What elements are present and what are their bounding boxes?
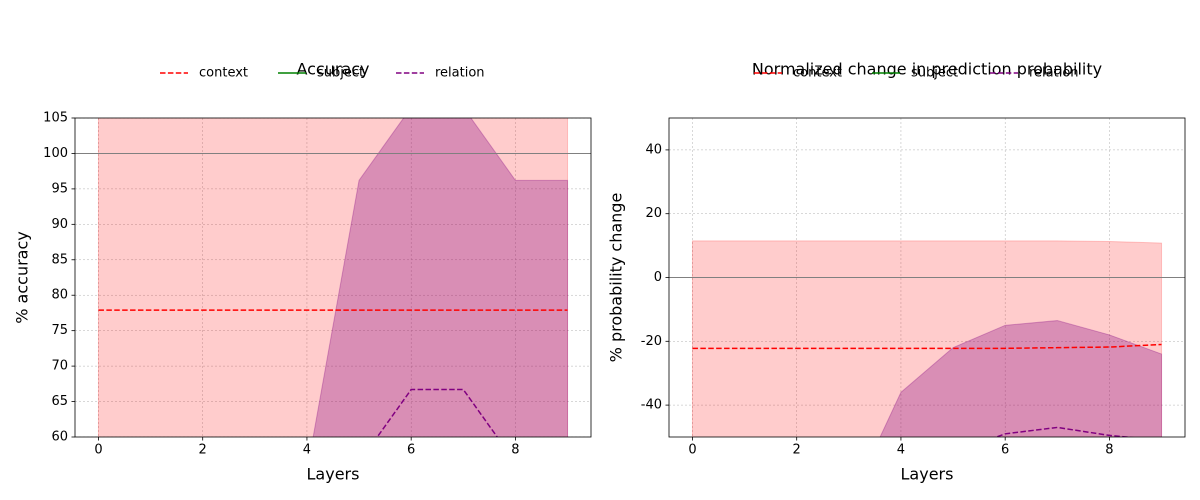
x-axis-label: Layers <box>307 465 360 484</box>
y-tick-label: -40 <box>641 398 662 413</box>
y-tick-label: 20 <box>645 206 662 221</box>
legend-label: relation <box>1029 66 1079 81</box>
x-tick-label: 8 <box>1105 443 1113 458</box>
legend-label: subject <box>317 66 364 81</box>
y-tick-label: 0 <box>654 270 662 285</box>
y-tick-label: 105 <box>43 111 68 126</box>
chart-title: Accuracy <box>296 60 369 79</box>
y-axis-label: % probability change <box>607 193 626 363</box>
series-line <box>692 343 1162 350</box>
series-line <box>994 426 1136 437</box>
x-tick-label: 4 <box>897 443 905 458</box>
legend-label: context <box>793 66 842 81</box>
legend-label: subject <box>911 66 958 81</box>
legend-label: context <box>199 66 248 81</box>
legend-label: relation <box>435 66 485 81</box>
x-tick-label: 0 <box>688 443 696 458</box>
x-tick-label: 6 <box>407 443 415 458</box>
y-axis-label: % accuracy <box>13 231 32 323</box>
y-tick-label: 60 <box>51 430 68 445</box>
band <box>691 240 1163 437</box>
band <box>97 118 569 437</box>
y-tick-label: 40 <box>645 142 662 157</box>
y-tick-label: 65 <box>51 394 68 409</box>
x-tick-label: 6 <box>1001 443 1009 458</box>
y-tick-label: 95 <box>51 181 68 196</box>
y-tick-label: 100 <box>43 146 68 161</box>
x-tick-label: 2 <box>793 443 801 458</box>
x-axis-label: Layers <box>901 465 954 484</box>
y-tick-label: 90 <box>51 217 68 232</box>
x-tick-label: 0 <box>94 443 102 458</box>
plot-area <box>75 118 591 437</box>
y-tick-label: -20 <box>641 334 662 349</box>
x-tick-label: 4 <box>303 443 311 458</box>
series-line <box>376 388 499 437</box>
y-tick-label: 70 <box>51 359 68 374</box>
y-tick-label: 75 <box>51 323 68 338</box>
x-tick-label: 2 <box>199 443 207 458</box>
band <box>879 320 1163 437</box>
plot-area <box>669 118 1185 437</box>
band <box>312 118 569 437</box>
y-tick-label: 80 <box>51 288 68 303</box>
x-tick-label: 8 <box>511 443 519 458</box>
axes-frame <box>74 117 592 438</box>
y-tick-label: 85 <box>51 252 68 267</box>
